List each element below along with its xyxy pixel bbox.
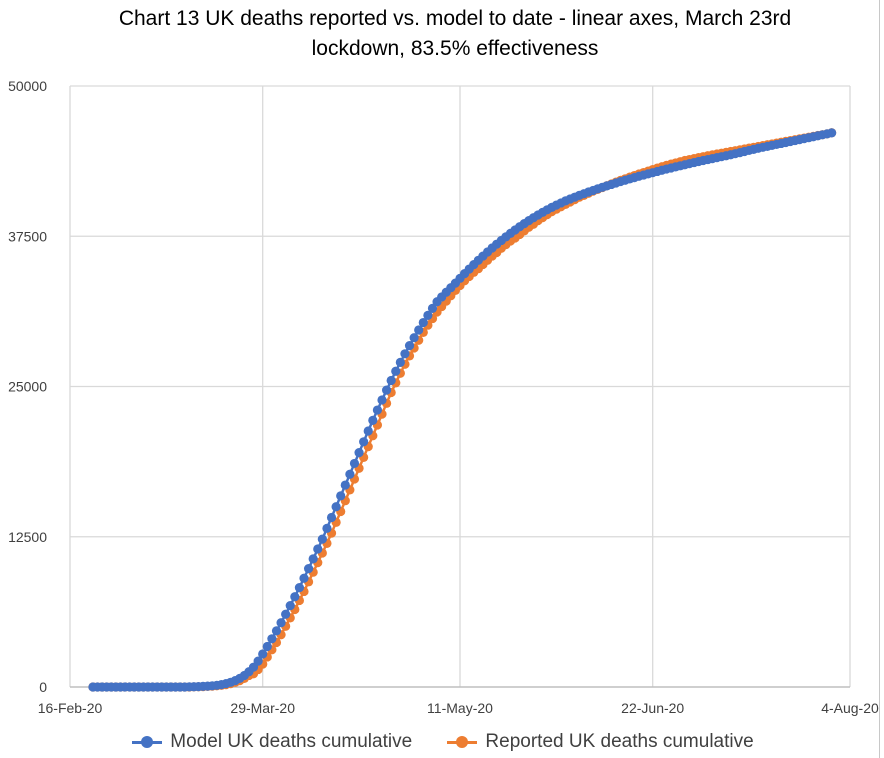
data-point-model [258,649,268,659]
data-point-model [267,634,277,644]
legend: Model UK deaths cumulative Reported UK d… [0,731,884,754]
tick-labels: 0 12500 25000 37500 50000 16-Feb-20 29-Mar-20 1… [8,78,879,716]
data-point-model [400,349,410,359]
data-point-model [363,426,373,436]
series-layer [88,128,837,692]
data-point-model [294,582,305,593]
data-point-model [349,458,360,469]
gridlines [70,85,851,687]
data-point-model [276,618,286,628]
y-tick-label: 25000 [8,379,47,395]
data-point-model [345,469,355,479]
x-tick-label: 11-May-20 [427,700,493,716]
chart-title: Chart 13 UK deaths reported vs. model to… [40,4,870,64]
chart-frame-border [879,0,880,758]
data-point-model [299,573,309,583]
data-point-model [317,534,327,544]
legend-label-reported: Reported UK deaths cumulative [485,731,754,752]
data-point-model [381,385,392,395]
data-point-model [409,333,419,343]
y-tick-label: 50000 [8,78,47,94]
data-point-model [303,564,314,574]
data-point-model [281,609,291,619]
data-point-model [372,405,383,415]
data-point-model [359,437,369,447]
data-point-model [386,375,396,386]
legend-marker-model-icon [130,736,164,748]
data-point-model [308,554,318,564]
data-point-model [253,656,263,666]
legend-label-model: Model UK deaths cumulative [170,731,413,752]
data-point-model [395,357,405,367]
data-point-model [331,502,341,512]
chart-title-line-2: lockdown, 83.5% effectiveness [311,37,599,60]
legend-item-reported[interactable]: Reported UK deaths cumulative [445,731,754,753]
data-point-model [262,641,272,652]
series-reported [88,128,837,692]
data-point-model [326,512,337,523]
series-model [88,128,837,692]
data-point-model [354,448,364,458]
data-point-model [404,341,415,351]
data-point-model [336,491,346,501]
data-point-model [340,480,350,490]
data-point-model [391,366,401,376]
y-tick-label: 37500 [8,228,47,244]
data-point-model [414,325,424,335]
data-point-model [827,128,837,138]
data-point-model [290,592,300,602]
data-point-model [285,601,295,611]
data-point-model [423,310,433,320]
x-tick-label: 22-Jun-20 [621,700,684,716]
series-line-reported [92,131,832,689]
data-point-model [271,626,282,636]
y-tick-label: 0 [39,679,47,695]
data-point-model [313,544,323,554]
chart-title-line-1: Chart 13 UK deaths reported vs. model to… [118,7,792,30]
legend-marker-reported-icon [445,736,479,748]
data-point-model [368,415,378,425]
legend-item-model[interactable]: Model UK deaths cumulative [130,731,412,753]
x-tick-label: 16-Feb-20 [38,700,103,716]
data-point-model [377,395,387,405]
x-tick-label: 4-Aug-20 [821,700,879,716]
data-point-model [427,303,438,313]
series-line-model [92,131,832,689]
x-tick-label: 29-Mar-20 [230,700,295,716]
data-point-model [418,317,428,328]
y-tick-label: 12500 [8,529,47,545]
data-point-model [322,523,332,533]
